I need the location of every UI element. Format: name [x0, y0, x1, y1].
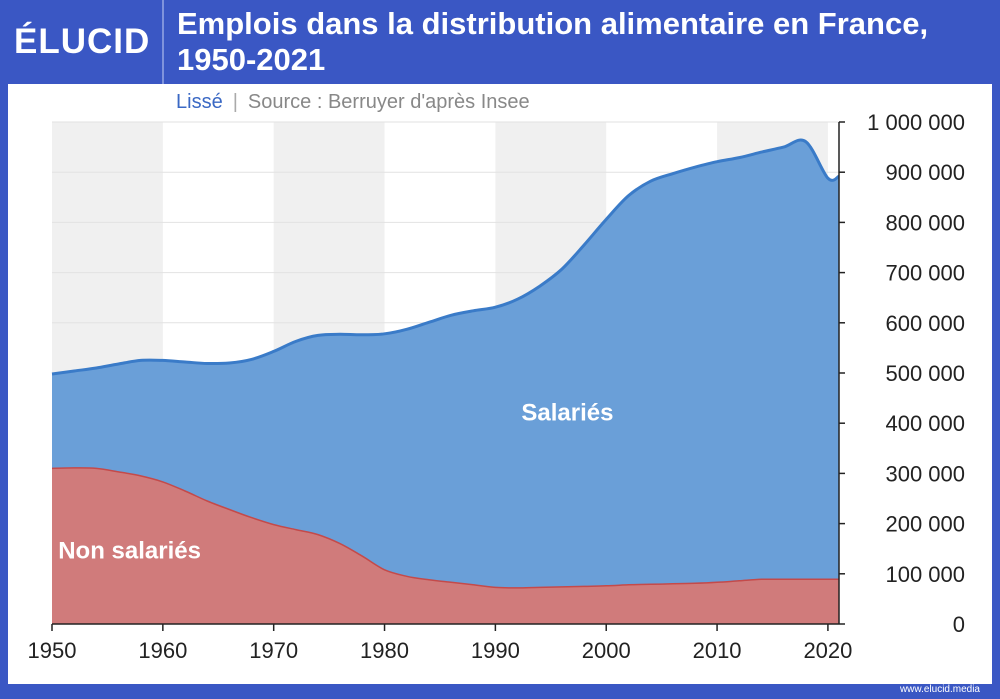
area-label-non-salaries: Non salariés	[58, 538, 201, 565]
chart-panel: Lissé | Source : Berruyer d'après Insee 19…	[8, 84, 992, 684]
x-tick-label: 1980	[360, 638, 409, 663]
y-tick-label: 500 000	[885, 361, 965, 386]
x-tick-label: 1950	[28, 638, 77, 663]
x-tick-label: 2000	[582, 638, 631, 663]
x-tick-label: 1970	[249, 638, 298, 663]
x-tick-label: 1990	[471, 638, 520, 663]
y-tick-label: 700 000	[885, 261, 965, 286]
logo-divider	[162, 0, 164, 84]
x-tick-label: 2010	[693, 638, 742, 663]
y-tick-label: 1 000 000	[867, 110, 965, 135]
area-salaries	[52, 139, 839, 624]
y-tick-label: 300 000	[885, 461, 965, 486]
x-tick-label: 1960	[138, 638, 187, 663]
header: ÉLUCID Emplois dans la distribution alim…	[0, 0, 1000, 84]
y-tick-label: 800 000	[885, 210, 965, 235]
y-tick-label: 200 000	[885, 512, 965, 537]
source-note: Source : Berruyer d'après Insee	[247, 91, 530, 113]
stacked-area-chart: 1950 1960 1970 1980 1990 2000 2010 2020 0 100 000…	[28, 110, 965, 663]
logo: ÉLUCID	[14, 22, 151, 61]
x-tick-label: 2020	[803, 638, 852, 663]
y-tick-label: 100 000	[885, 562, 965, 587]
line-salaries	[51, 138, 840, 376]
y-tick-label: 400 000	[885, 411, 965, 436]
line-non-salaries	[51, 467, 839, 589]
area-label-salaries: Salariés	[521, 400, 613, 427]
chart-subtitle: Lissé | Source : Berruyer d'après Insee	[176, 90, 530, 114]
y-tick-label: 900 000	[885, 160, 965, 185]
subtitle-separator: |	[232, 91, 238, 113]
y-tick-label: 600 000	[885, 311, 965, 336]
y-tick-label: 0	[953, 612, 965, 637]
smoothing-note: Lissé	[176, 91, 223, 113]
page-title: Emplois dans la distribution alimentaire…	[177, 6, 929, 77]
footer-site[interactable]: www.elucid.media	[899, 684, 980, 695]
